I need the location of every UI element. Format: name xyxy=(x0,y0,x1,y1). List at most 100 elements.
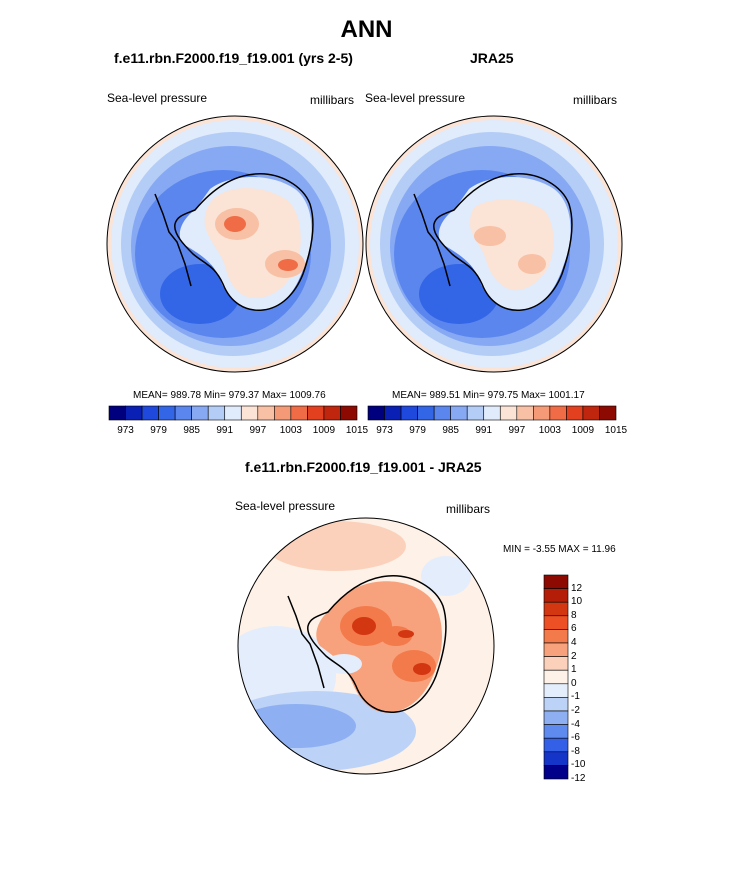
difference-colorbar-swatch xyxy=(543,724,569,739)
difference-colorbar xyxy=(543,574,569,780)
panel-2-colorbar-swatch xyxy=(549,405,567,421)
difference-colorbar-tick-label: 1 xyxy=(571,664,577,676)
panel-1-colorbar-swatch xyxy=(125,405,143,421)
difference-colorbar-tick-label: 2 xyxy=(571,650,577,662)
panel-1-high-1-core xyxy=(224,216,246,232)
difference-pos-1-core xyxy=(352,617,376,635)
panel-2-colorbar-swatch xyxy=(450,405,468,421)
difference-colorbar-tick-label: -8 xyxy=(571,745,580,757)
difference-colorbar-swatch xyxy=(543,656,569,671)
panel-1-colorbar-tick-label: 979 xyxy=(150,425,167,436)
panel-1-colorbar-swatch xyxy=(158,405,176,421)
panel-2-colorbar-swatch xyxy=(516,405,534,421)
difference-units: millibars xyxy=(446,502,491,516)
panel-2-border xyxy=(365,115,623,373)
difference-colorbar-swatch xyxy=(543,588,569,603)
panel-1-colorbar-swatch xyxy=(207,405,226,421)
difference-colorbar-tick-label: -12 xyxy=(571,773,586,784)
panel-2-colorbar-labels: 973 979 985 991 997 1003 1009 1015 xyxy=(368,425,627,437)
panel-1-heading: f.e11.rbn.F2000.f19_f19.001 (yrs 2-5) xyxy=(114,50,353,66)
difference-map xyxy=(237,517,495,775)
panel-2-colorbar xyxy=(367,405,617,421)
difference-colorbar-tick-label: -1 xyxy=(571,691,580,703)
panel-1-colorbar-swatch xyxy=(257,405,275,421)
panel-1-colorbar-tick-label: 1003 xyxy=(279,425,302,436)
difference-colorbar-tick-label: -2 xyxy=(571,705,580,716)
difference-coastline xyxy=(287,575,447,713)
panel-2-high-2 xyxy=(518,254,546,274)
difference-variable: Sea-level pressure xyxy=(235,499,336,513)
difference-colorbar-swatch xyxy=(543,669,569,685)
panel-1-colorbar-swatch xyxy=(274,405,292,421)
panel-2-colorbar-swatch xyxy=(384,405,402,421)
panel-1-colorbar-swatch xyxy=(290,405,308,421)
panel-1-colorbar-tick-label: 985 xyxy=(183,425,200,436)
panel-1-colorbar-tick-label: 997 xyxy=(249,425,267,436)
panel-1-colorbar-swatch xyxy=(141,405,159,421)
panel-1-stats: MEAN= 989.78 Min= 979.37 Max= 1009.76 xyxy=(133,390,326,401)
panel-2-colorbar-swatch xyxy=(499,405,518,421)
panel-1-colorbar-swatch xyxy=(323,405,341,421)
panel-1-colorbar-tick-label: 991 xyxy=(216,425,234,436)
panel-2-colorbar-swatch xyxy=(367,405,385,421)
panel-1-border xyxy=(106,115,364,373)
difference-pos-2-core xyxy=(413,663,431,675)
panel-2-variable: Sea-level pressure xyxy=(365,91,466,105)
panel-2-coastline xyxy=(413,173,573,311)
panel-1-variable: Sea-level pressure xyxy=(107,91,208,105)
figure-title: ANN xyxy=(340,16,393,43)
panel-2-colorbar-swatch xyxy=(466,405,485,421)
panel-1-colorbar-tick-label: 973 xyxy=(117,425,134,436)
panel-2-colorbar-swatch xyxy=(417,405,435,421)
panel-2-colorbar-tick-label: 979 xyxy=(409,425,426,436)
difference-colorbar-swatch xyxy=(543,683,569,698)
difference-colorbar-tick-label: 12 xyxy=(571,582,583,594)
panel-2-colorbar-tick-label: 997 xyxy=(508,425,526,436)
difference-colorbar-tick-label: 8 xyxy=(571,609,577,621)
panel-1-map xyxy=(106,115,364,373)
difference-border xyxy=(237,517,495,775)
panel-2-colorbar-swatch xyxy=(400,405,418,421)
panel-1-colorbar-swatch xyxy=(191,405,209,421)
difference-colorbar-swatch xyxy=(543,601,569,617)
panel-2-colorbar-swatch xyxy=(582,405,600,421)
difference-colorbar-tick-label: -4 xyxy=(571,718,580,730)
panel-1-colorbar-swatch xyxy=(240,405,259,421)
difference-colorbar-swatch xyxy=(543,574,569,589)
panel-2-stats: MEAN= 989.51 Min= 979.75 Max= 1001.17 xyxy=(392,390,585,401)
difference-colorbar-swatch xyxy=(543,642,569,657)
panel-2-colorbar-swatch xyxy=(566,405,584,421)
panel-1-colorbar-swatch xyxy=(224,405,242,421)
difference-stats: MIN = -3.55 MAX = 11.96 xyxy=(503,544,616,555)
panel-1-colorbar-swatch xyxy=(307,405,325,421)
difference-colorbar-swatch xyxy=(543,710,569,725)
difference-neg-inland xyxy=(326,654,362,674)
difference-colorbar-tick-label: 0 xyxy=(571,677,577,689)
difference-pos-4 xyxy=(398,630,414,638)
panel-2-high-1 xyxy=(474,226,506,246)
panel-1-colorbar-swatch xyxy=(108,405,126,421)
panel-2-colorbar-tick-label: 973 xyxy=(376,425,393,436)
panel-2-units: millibars xyxy=(573,93,618,107)
difference-colorbar-tick-label: -10 xyxy=(571,759,586,771)
difference-colorbar-tick-label: 6 xyxy=(571,623,577,635)
panel-2-colorbar-tick-label: 1009 xyxy=(571,425,595,436)
panel-2-colorbar-tick-label: 985 xyxy=(442,425,459,436)
panel-1-colorbar xyxy=(108,405,358,421)
panel-2-colorbar-tick-label: 991 xyxy=(475,425,493,436)
panel-1-coastline xyxy=(154,173,314,311)
difference-colorbar-tick-label: 4 xyxy=(571,637,577,648)
difference-neg-east xyxy=(421,556,471,596)
difference-neg-south-core xyxy=(238,704,356,748)
difference-colorbar-swatch xyxy=(543,751,569,766)
panel-1-colorbar-swatch xyxy=(174,405,192,421)
difference-colorbar-swatch xyxy=(543,629,569,644)
difference-pos-north xyxy=(266,521,406,571)
difference-colorbar-swatch xyxy=(543,697,569,712)
panel-2-colorbar-swatch xyxy=(483,405,501,421)
panel-1-colorbar-swatch xyxy=(340,405,358,421)
panel-2-colorbar-swatch xyxy=(433,405,451,421)
panel-1-colorbar-labels: 973 979 985 991 997 1003 1009 1015 xyxy=(109,425,368,437)
panel-2-colorbar-tick-label: 1015 xyxy=(604,425,628,436)
panel-2-heading: JRA25 xyxy=(470,50,514,66)
